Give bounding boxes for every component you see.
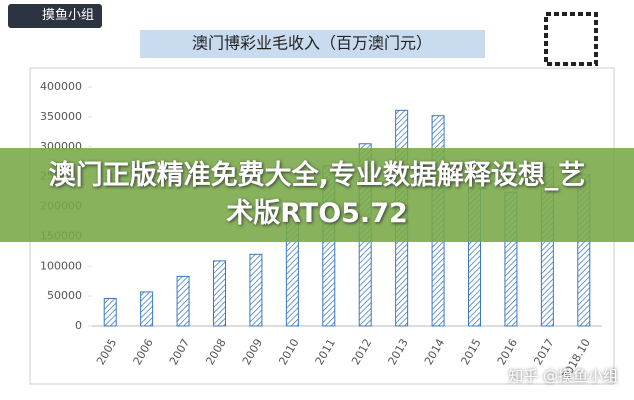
watermark: 知乎 @摸鱼小组 [508, 367, 618, 385]
banner-text: 澳门正版精准免费大全,专业数据解释设想_艺术版RTO5.72 [48, 160, 586, 229]
bar [213, 260, 226, 327]
y-tick-label: 400000 [40, 80, 82, 93]
y-tick-label: 100000 [40, 259, 82, 272]
y-tick-label: 0 [75, 319, 82, 332]
title-box [140, 30, 485, 58]
banner: 澳门正版精准免费大全,专业数据解释设想_艺术版RTO5.72 [0, 148, 634, 242]
y-tick-label: 350000 [40, 110, 82, 123]
bar [140, 291, 154, 327]
bar [176, 275, 190, 327]
logo: 摸鱼小组 [8, 4, 103, 28]
bar [249, 253, 263, 327]
chart-title: 澳门博彩业毛收入（百万澳门元） [192, 34, 432, 53]
bar [103, 298, 117, 327]
qr-code [544, 12, 598, 66]
y-tick-label: 50000 [47, 289, 82, 302]
